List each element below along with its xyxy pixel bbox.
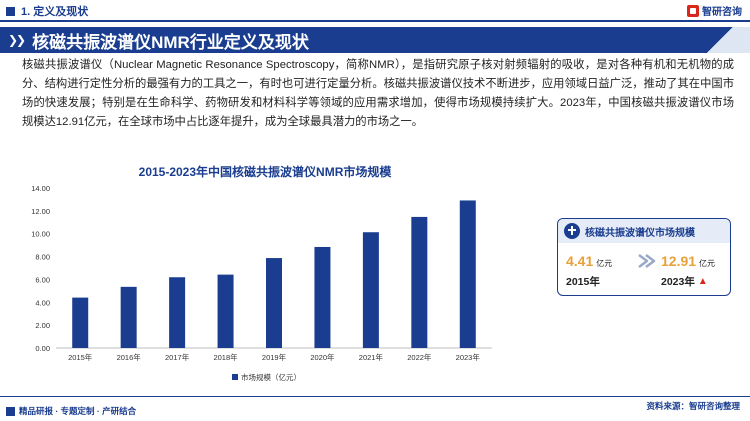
brand-mark-icon: [687, 4, 699, 17]
card-title: 核磁共振波谱仪市场规模: [585, 227, 695, 239]
y-tick-label: 4.00: [35, 298, 50, 307]
intro-paragraph: 核磁共振波谱仪（Nuclear Magnetic Resonance Spect…: [22, 59, 734, 128]
bar-chart: 0.00 2.00 4.00 6.00 8.00 10.00 12.00 14.00 2015年…: [31, 184, 492, 382]
bar: [314, 246, 331, 348]
x-tick-label: 2018年: [213, 352, 238, 362]
page-title: 核磁共振波谱仪NMR行业定义及现状: [32, 32, 309, 52]
footer-slogan: 精品研报 · 专题定制 · 产研结合: [6, 405, 136, 417]
y-tick-label: 0.00: [35, 344, 50, 353]
x-tick-label: 2017年: [165, 352, 190, 362]
x-tick-label: 2020年: [310, 352, 335, 362]
kpi-start: 4.41 亿元: [566, 253, 612, 269]
x-tick-label: 2022年: [407, 352, 432, 362]
y-tick-label: 2.00: [35, 321, 50, 330]
y-tick-label: 8.00: [35, 253, 50, 262]
legend-label: 市场规模（亿元）: [241, 372, 301, 382]
kpi-start-unit: 亿元: [596, 259, 613, 268]
x-tick-label: 2015年: [68, 352, 93, 362]
bar: [169, 277, 186, 348]
section-square-icon: [6, 6, 15, 16]
legend-swatch: [232, 374, 238, 380]
bar: [120, 286, 137, 348]
source-note: 资料来源：智研咨询整理: [646, 401, 740, 411]
bar: [217, 274, 234, 348]
kpi-end: 12.91 亿元: [661, 253, 715, 269]
chart-badge-icon: [564, 223, 580, 239]
market-size-card: 核磁共振波谱仪市场规模 4.41 亿元 2015年 12.91 亿元 2023年…: [557, 218, 731, 296]
title-corner-decoration: [690, 27, 750, 53]
kpi-end-value: 12.91: [661, 253, 697, 269]
bar: [362, 232, 379, 348]
kpi-start-year: 2015年: [566, 276, 600, 288]
chart-title: 2015-2023年中国核磁共振波谱仪NMR市场规模: [138, 165, 392, 179]
kpi-end-year-row: 2023年 ▲: [661, 274, 708, 289]
brand-name: 智研咨询: [702, 7, 742, 18]
title-bar: ❯❯ 核磁共振波谱仪NMR行业定义及现状: [0, 27, 750, 53]
bar: [411, 216, 428, 348]
section-label: 1. 定义及现状: [21, 6, 89, 18]
arrow-right-icon: [638, 254, 656, 268]
x-tick-label: 2016年: [117, 352, 142, 362]
footer-slogan-text: 精品研报 · 专题定制 · 产研结合: [19, 406, 137, 416]
kpi-start-value: 4.41: [566, 253, 594, 269]
bar: [459, 200, 476, 348]
section-tag: 1. 定义及现状: [6, 4, 88, 18]
y-tick-label: 6.00: [35, 275, 50, 284]
brand-logo: 智研咨询: [687, 3, 742, 18]
footer-square-icon: [6, 406, 15, 416]
y-tick-label: 10.00: [31, 230, 50, 239]
bar: [72, 297, 89, 348]
bar: [266, 258, 282, 348]
x-tick-label: 2023年: [456, 352, 481, 362]
up-arrow-icon: ▲: [697, 276, 708, 287]
card-header: 核磁共振波谱仪市场规模: [558, 219, 730, 243]
kpi-end-year: 2023年: [661, 276, 695, 288]
footer-divider: [0, 396, 750, 397]
header-divider: [0, 20, 750, 22]
y-tick-label: 12.00: [31, 207, 50, 216]
x-tick-label: 2019年: [262, 352, 287, 362]
x-tick-label: 2021年: [359, 352, 384, 362]
double-chevron-icon: ❯❯: [8, 33, 26, 47]
kpi-end-unit: 亿元: [699, 259, 716, 268]
y-tick-label: 14.00: [31, 184, 50, 193]
